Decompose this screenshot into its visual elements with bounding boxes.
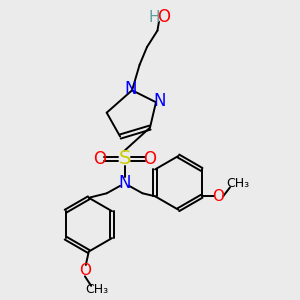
Text: H: H [149, 10, 160, 25]
Text: O: O [143, 150, 157, 168]
Text: N: N [124, 80, 137, 98]
Text: O: O [93, 150, 106, 168]
Text: CH₃: CH₃ [85, 283, 109, 296]
Text: N: N [153, 92, 166, 110]
Text: N: N [118, 174, 131, 192]
Text: O: O [157, 8, 170, 26]
Text: O: O [212, 189, 224, 204]
Text: CH₃: CH₃ [226, 177, 249, 190]
Text: O: O [79, 263, 91, 278]
Text: S: S [118, 149, 131, 169]
